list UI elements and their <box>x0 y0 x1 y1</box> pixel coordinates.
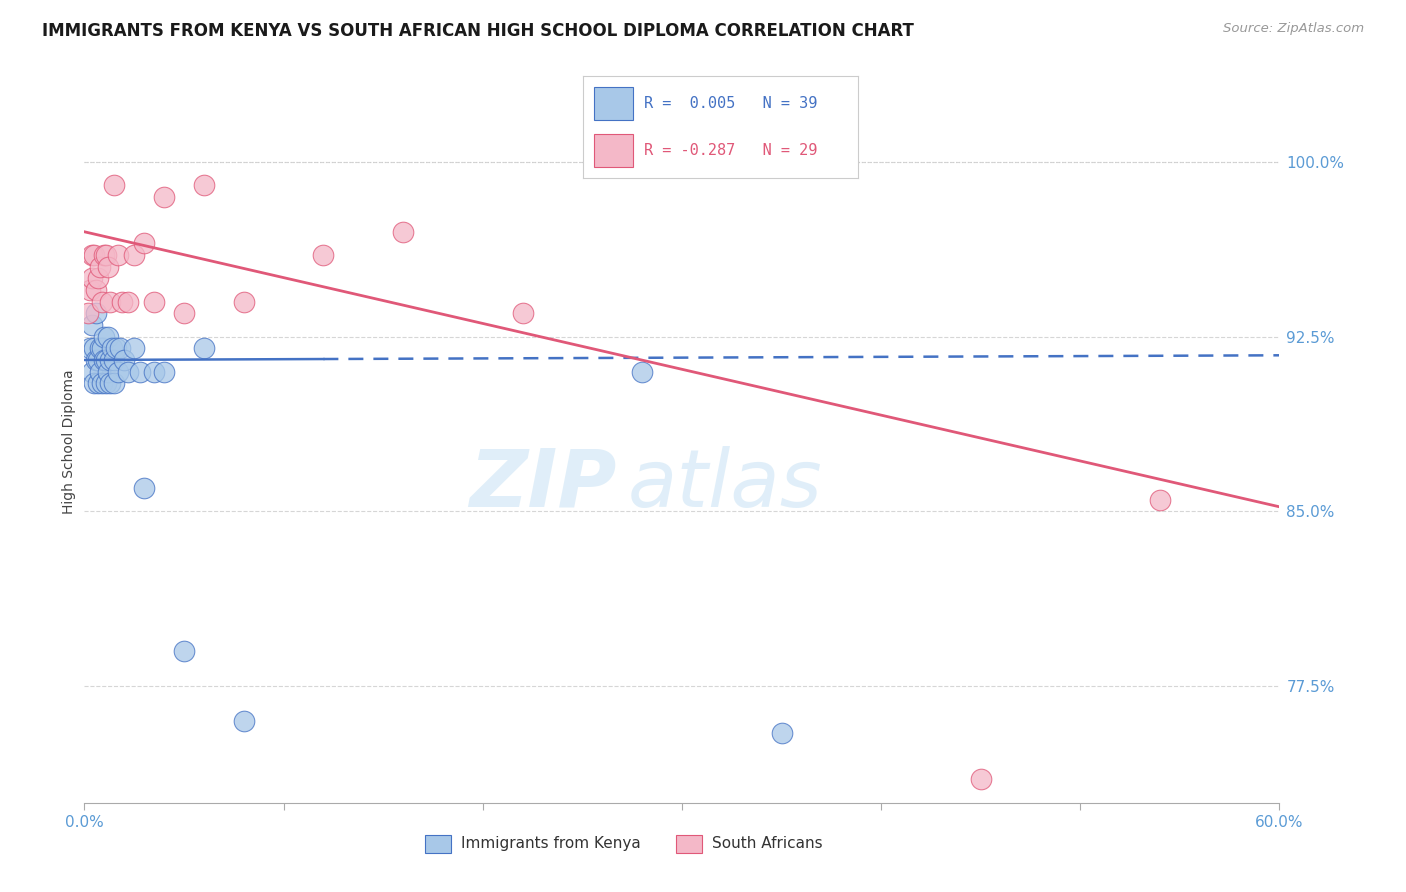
Point <box>129 365 152 379</box>
Point <box>153 190 176 204</box>
Point <box>512 306 534 320</box>
Text: Immigrants from Kenya: Immigrants from Kenya <box>461 837 641 852</box>
Point <box>87 353 110 368</box>
Point <box>101 341 124 355</box>
Point <box>97 365 120 379</box>
Text: ZIP: ZIP <box>468 446 616 524</box>
Point <box>111 294 134 309</box>
Bar <box>425 835 451 854</box>
Bar <box>595 135 633 167</box>
Point <box>107 248 129 262</box>
Point <box>153 365 176 379</box>
Point <box>970 772 993 787</box>
Text: atlas: atlas <box>628 446 823 524</box>
Point <box>82 365 104 379</box>
Point <box>112 353 135 368</box>
Point <box>117 294 139 309</box>
Point <box>97 260 120 274</box>
Point <box>98 353 121 368</box>
Text: R = -0.287   N = 29: R = -0.287 N = 29 <box>644 144 817 158</box>
Text: Source: ZipAtlas.com: Source: ZipAtlas.com <box>1223 22 1364 36</box>
Point <box>86 306 108 320</box>
Point <box>132 236 156 251</box>
Point <box>105 341 128 355</box>
Point <box>143 365 166 379</box>
Point <box>87 376 110 391</box>
Point <box>232 714 254 729</box>
Point <box>89 365 111 379</box>
Point <box>82 248 104 262</box>
Point <box>96 376 118 391</box>
Point <box>117 365 139 379</box>
Point <box>79 341 101 355</box>
Text: IMMIGRANTS FROM KENYA VS SOUTH AFRICAN HIGH SCHOOL DIPLOMA CORRELATION CHART: IMMIGRANTS FROM KENYA VS SOUTH AFRICAN H… <box>42 22 914 40</box>
Point <box>193 178 215 193</box>
Point <box>97 329 120 343</box>
Point <box>83 376 105 391</box>
Point <box>232 294 254 309</box>
Point <box>93 353 115 368</box>
Point <box>631 365 654 379</box>
Point <box>103 376 125 391</box>
Point <box>89 341 111 355</box>
Point <box>103 178 125 193</box>
Point <box>83 248 105 262</box>
Bar <box>676 835 702 854</box>
Point <box>1149 492 1171 507</box>
Point <box>83 341 105 355</box>
Bar <box>595 87 633 120</box>
Point <box>312 248 335 262</box>
Point <box>392 225 415 239</box>
Point <box>143 294 166 309</box>
Point <box>122 248 145 262</box>
Point <box>98 294 121 309</box>
Point <box>96 248 118 262</box>
Point <box>77 306 100 320</box>
Point <box>91 294 114 309</box>
Point <box>770 726 793 740</box>
Point <box>89 260 111 274</box>
Point <box>82 318 104 332</box>
Point <box>91 341 114 355</box>
Point <box>193 341 215 355</box>
Point <box>107 365 129 379</box>
Point <box>173 306 195 320</box>
Text: R =  0.005   N = 39: R = 0.005 N = 39 <box>644 96 817 111</box>
Point <box>98 376 121 391</box>
Point <box>79 283 101 297</box>
Point <box>86 283 108 297</box>
Y-axis label: High School Diploma: High School Diploma <box>62 369 76 514</box>
Point <box>173 644 195 658</box>
Point <box>86 353 108 368</box>
Point <box>103 353 125 368</box>
Point <box>93 248 115 262</box>
Point <box>122 341 145 355</box>
Point <box>132 481 156 495</box>
Text: South Africans: South Africans <box>711 837 823 852</box>
Point <box>87 271 110 285</box>
Point <box>82 271 104 285</box>
Point <box>93 329 115 343</box>
Point <box>91 376 114 391</box>
Point <box>110 341 132 355</box>
Point <box>96 353 118 368</box>
